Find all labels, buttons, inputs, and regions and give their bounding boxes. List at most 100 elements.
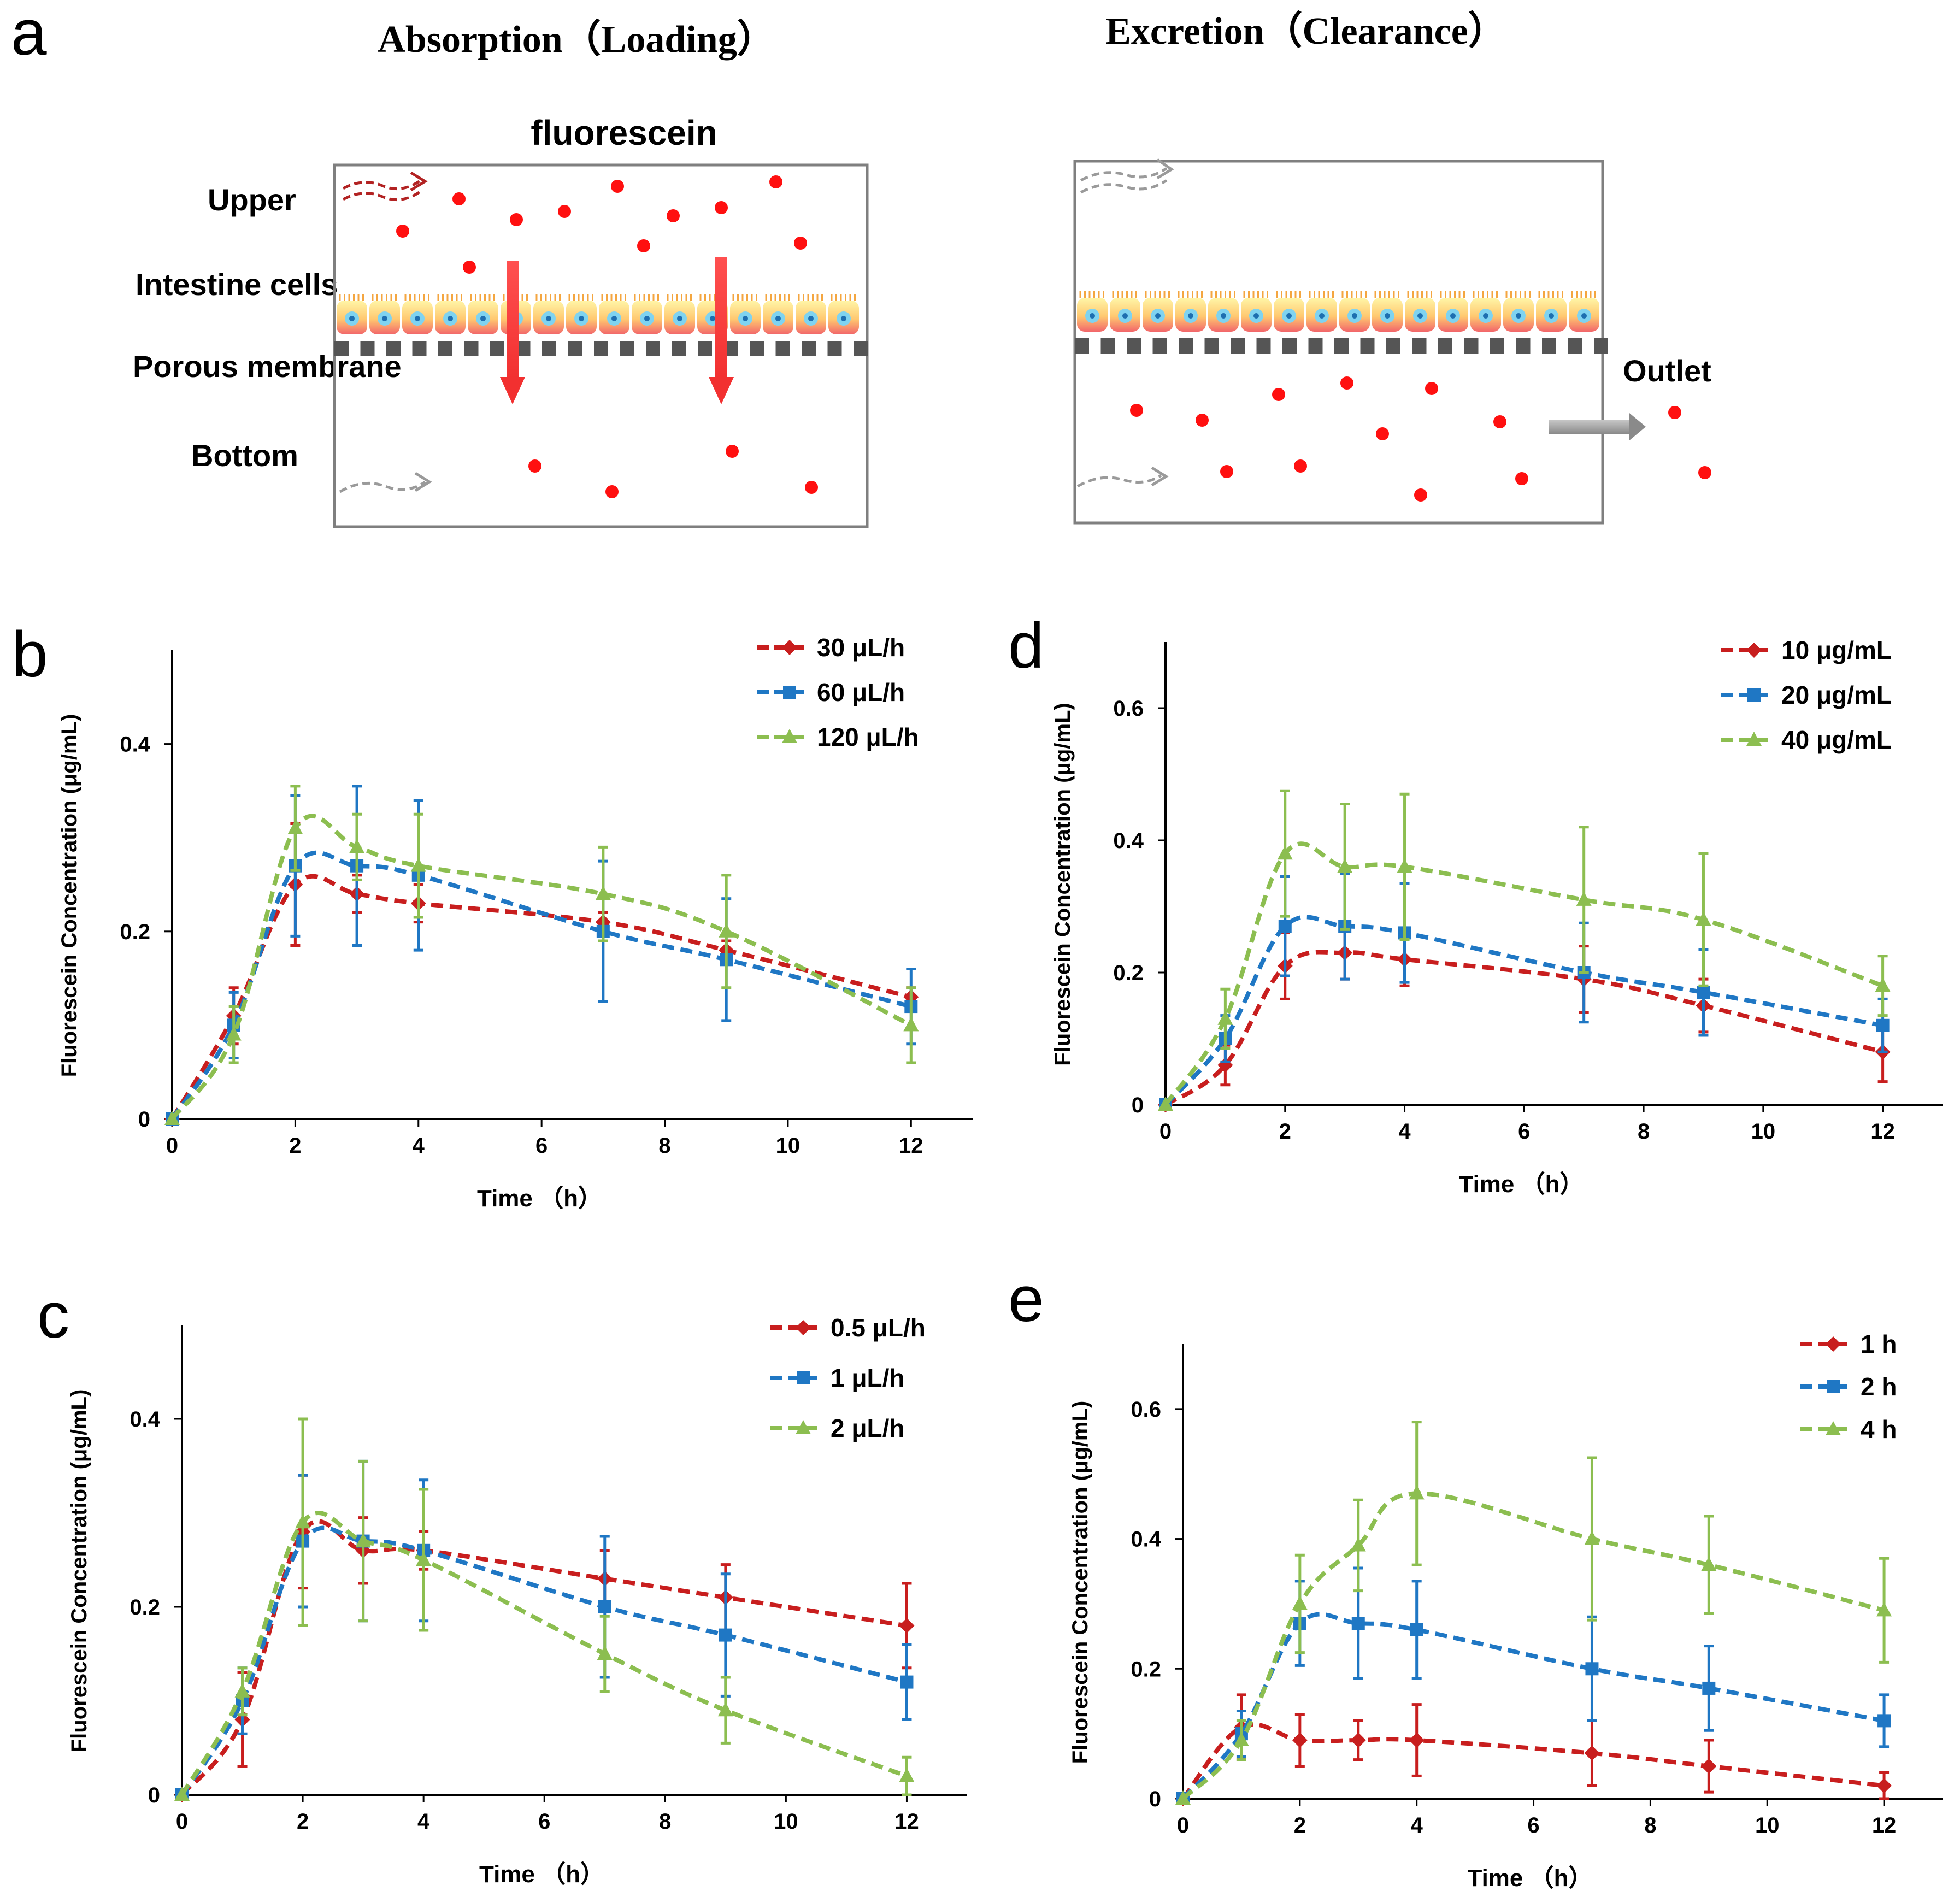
- intestine-cell-layer-left: [337, 294, 859, 334]
- data-point: [1350, 1537, 1366, 1552]
- porous-membrane-right: [1075, 338, 1608, 354]
- data-point: [1875, 977, 1891, 992]
- series-red: [164, 822, 919, 1127]
- data-point: [899, 1768, 915, 1782]
- membrane-block: [1594, 338, 1608, 354]
- data-point: [1397, 858, 1412, 873]
- panel-label: b: [12, 618, 48, 691]
- legend-entry: 120 μL/h: [757, 723, 919, 751]
- y-tick-label: 0.2: [120, 920, 150, 944]
- upper-flow-arrow-right: [1080, 158, 1174, 194]
- legend-label: 40 μg/mL: [1781, 726, 1892, 754]
- membrane-block: [1075, 338, 1089, 354]
- fluorescein-molecules: [396, 175, 1711, 502]
- transport-arrow-2: [709, 257, 734, 404]
- membrane-block: [827, 341, 842, 356]
- x-tick-label: 10: [1755, 1813, 1780, 1837]
- fluorescein-dot: [726, 445, 739, 458]
- data-point: [1701, 1557, 1717, 1571]
- legend-marker: [1746, 643, 1762, 658]
- legend-label: 1 h: [1861, 1330, 1897, 1358]
- chart-panel-d: d 0 2 4 6 8 10 12 0 0.2 0.4 0.6 Time （h） Fluorescein …: [1008, 610, 1943, 1198]
- x-tick-label: 6: [1527, 1813, 1539, 1837]
- cell-nucleolus: [611, 316, 617, 321]
- membrane-block: [1360, 338, 1375, 354]
- y-axis-title: Fluorescein Concentration (μg/mL): [67, 1389, 91, 1753]
- data-point: [355, 1533, 371, 1547]
- panel-label: c: [37, 1280, 69, 1352]
- x-tick-label: 6: [535, 1134, 548, 1158]
- legend-entry: 1 μL/h: [770, 1364, 904, 1392]
- data-point: [1696, 911, 1711, 926]
- data-point: [1350, 1733, 1366, 1748]
- cell-nucleolus: [1385, 313, 1390, 319]
- cell-nucleolus: [808, 316, 814, 321]
- x-tick-label: 10: [1751, 1120, 1776, 1144]
- legend-marker: [782, 640, 797, 655]
- fluorescein-dot: [605, 485, 619, 498]
- data-point: [900, 1675, 914, 1689]
- y-tick-label: 0.4: [1113, 829, 1144, 853]
- membrane-block: [490, 341, 504, 356]
- fluorescein-dot: [1414, 488, 1427, 502]
- membrane-block: [594, 341, 608, 356]
- series-line: [180, 1519, 908, 1796]
- membrane-block: [334, 341, 349, 356]
- data-point: [1876, 1602, 1892, 1617]
- fluorescein-dot: [528, 459, 541, 473]
- legend-marker: [782, 729, 797, 743]
- y-tick-label: 0: [138, 1107, 150, 1132]
- membrane-block: [542, 341, 556, 356]
- data-point: [1233, 1732, 1249, 1747]
- cell-nucleolus: [1352, 313, 1357, 319]
- fluorescein-dot: [1515, 472, 1528, 485]
- legend-marker: [1746, 732, 1762, 746]
- x-tick-label: 4: [417, 1810, 430, 1834]
- y-tick-label: 0.6: [1131, 1398, 1161, 1422]
- series-line: [1181, 1491, 1885, 1800]
- x-tick-label: 8: [1644, 1813, 1656, 1837]
- fluorescein-dot: [1340, 376, 1353, 390]
- x-tick-label: 0: [1177, 1813, 1189, 1837]
- cell-nucleolus: [1549, 313, 1554, 319]
- series-line: [1163, 841, 1884, 1106]
- cell-nucleolus: [349, 316, 355, 321]
- data-point: [1876, 1778, 1892, 1794]
- data-point: [164, 1111, 180, 1125]
- bottom-flow-arrow-left: [339, 472, 432, 493]
- cell-nucleolus: [546, 316, 551, 321]
- cell-nucleolus: [1122, 313, 1128, 319]
- porous-membrane-left: [334, 341, 868, 356]
- series-line: [1181, 1612, 1885, 1800]
- series-blue: [175, 1459, 914, 1801]
- panel-label: e: [1008, 1263, 1044, 1335]
- membrane-block: [1438, 338, 1452, 354]
- x-axis-title: Time （h）: [477, 1185, 602, 1212]
- fluorescein-dot: [1668, 406, 1681, 419]
- cell-nucleolus: [1319, 313, 1325, 319]
- cell-nucleolus: [382, 316, 387, 321]
- data-point: [416, 1552, 432, 1566]
- x-tick-label: 10: [776, 1134, 801, 1158]
- fluorescein-dot: [805, 481, 818, 494]
- data-point: [1175, 1790, 1191, 1805]
- x-tick-label: 4: [1398, 1120, 1411, 1144]
- legend-marker: [796, 1320, 811, 1335]
- x-tick-label: 0: [1159, 1120, 1172, 1144]
- x-axis-title: Time （h）: [1458, 1171, 1584, 1198]
- x-tick-label: 0: [176, 1810, 188, 1834]
- y-tick-label: 0: [1132, 1093, 1144, 1117]
- data-point: [1351, 1617, 1365, 1630]
- series-line: [1164, 950, 1884, 1107]
- fluorescein-dot: [463, 261, 476, 274]
- legend-marker: [797, 1371, 810, 1384]
- data-point: [1292, 1595, 1308, 1610]
- x-tick-label: 8: [1638, 1120, 1650, 1144]
- series-line: [170, 850, 912, 1121]
- legend-marker: [783, 686, 796, 699]
- y-tick-label: 0: [1149, 1787, 1161, 1811]
- cell-nucleolus: [579, 316, 584, 321]
- legend-label: 2 h: [1861, 1372, 1897, 1401]
- fluorescein-dot: [452, 192, 466, 205]
- x-axis-title: Time （h）: [1467, 1865, 1592, 1892]
